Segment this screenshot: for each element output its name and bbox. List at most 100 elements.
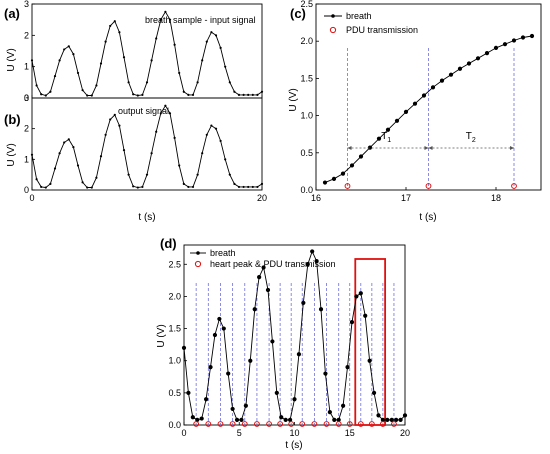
chart-d-point (367, 358, 372, 363)
chart-a-point (224, 65, 227, 68)
chart-a-point (53, 74, 57, 78)
chart-d-point (181, 345, 187, 350)
chart-d-ytick-label: 0.0 (168, 420, 181, 430)
chart-d-point (402, 413, 408, 418)
chart-b-point (168, 112, 172, 115)
chart-a-point (40, 93, 43, 96)
chart-d-point (190, 415, 195, 420)
chart-a-point (242, 93, 245, 96)
chart-d-event-marker (193, 421, 200, 427)
chart-d-ytick-label: 2.5 (168, 259, 181, 269)
chart-c-point (376, 136, 382, 141)
chart-b-point (136, 186, 139, 189)
chart-c-point (484, 51, 490, 56)
chart-d-xtick-label: 5 (237, 428, 242, 438)
chart-d-point (217, 316, 222, 322)
chart-d-point (336, 417, 341, 422)
chart-a-point (251, 93, 254, 96)
chart-d-event-marker (288, 421, 295, 427)
chart-a-point (237, 93, 241, 96)
chart-d-point (314, 258, 319, 264)
chart-b-point (228, 173, 231, 176)
chart-d-event-marker (323, 421, 330, 427)
chart-a-point (178, 71, 181, 75)
chart-a-point (247, 93, 250, 96)
chart-d-event-marker (241, 421, 248, 427)
chart-b-point (159, 112, 162, 115)
chart-b-point (237, 185, 241, 189)
chart-b-xtick-label: 20 (257, 193, 267, 203)
chart-d-ylabel: U (V) (156, 324, 167, 347)
chart-b-point (104, 133, 107, 136)
chart-b-point (173, 136, 176, 139)
chart-a-point (260, 90, 264, 93)
panel-label-d: (d) (160, 236, 177, 251)
chart-c-point (448, 72, 454, 77)
chart-c-point (493, 45, 499, 50)
chart-d-point (257, 275, 262, 280)
chart-c-annotation-1: T1 (381, 131, 391, 144)
chart-c-event-marker (425, 183, 432, 189)
chart-c-ylabel: U (V) (288, 88, 299, 111)
chart-a-point (113, 20, 116, 23)
chart-d-point (274, 390, 279, 395)
chart-a-point (182, 90, 185, 93)
chart-d-highlight-box (354, 258, 387, 426)
chart-b-legend: output signal (118, 106, 169, 116)
chart-a-point (228, 81, 231, 84)
chart-c-point (340, 171, 346, 176)
chart-c-arrowhead (510, 146, 514, 150)
chart-c-ytick-label: 2.0 (300, 36, 313, 46)
panel-label-c: (c) (290, 6, 306, 21)
chart-d-point (243, 403, 248, 408)
chart-b-point (145, 173, 149, 176)
chart-b-point (155, 130, 158, 133)
chart-b-point (44, 186, 47, 189)
chart-b-point (122, 149, 126, 152)
chart-c-xlabel: t (s) (419, 212, 436, 223)
chart-d-ytick-label: 2.0 (168, 291, 181, 301)
chart-b-xlabel: t (s) (138, 212, 155, 223)
chart-d-legend-heart-pdu: heart peak & PDU transmission (210, 259, 336, 269)
chart-a-point (256, 93, 259, 96)
chart-b-ylabel: U (V) (6, 143, 17, 166)
chart-d-point (371, 390, 377, 395)
chart-b-point (49, 182, 52, 185)
chart-d-point (270, 339, 275, 344)
chart-b-point (201, 152, 204, 155)
chart-d-point (261, 265, 266, 270)
chart-d-event-marker (380, 421, 386, 427)
chart-b-point (205, 133, 208, 136)
chart-a-point (214, 34, 218, 37)
chart-b-ytick-label: 3 (24, 93, 29, 103)
chart-d-point (221, 326, 226, 331)
chart-a-point (141, 93, 144, 96)
chart-a-point (90, 94, 93, 97)
chart-d-point (318, 307, 324, 312)
chart-b-point (30, 153, 34, 156)
chart-a-ytick-label: 0 (24, 93, 29, 103)
chart-b-point (53, 167, 57, 170)
chart-a-point (132, 93, 135, 96)
chart-d-point (292, 397, 297, 402)
chart-a-point (99, 62, 103, 65)
chart-b-point (196, 173, 199, 176)
chart-d-point (376, 413, 381, 418)
chart-b-point (219, 139, 222, 143)
chart-c-point (457, 66, 463, 71)
chart-a-point (49, 90, 52, 93)
chart-b-point (113, 113, 116, 116)
chart-b-xtick-label: 0 (29, 193, 34, 203)
chart-c-point (358, 154, 364, 159)
panel-label-a: (a) (4, 6, 20, 21)
chart-a-point (173, 43, 176, 46)
chart-d-point (296, 352, 302, 357)
chart-c-legend-pdu: PDU transmission (346, 25, 418, 35)
chart-d-point (358, 291, 363, 296)
chart-a-point (86, 94, 89, 97)
chart-d-point (283, 417, 288, 422)
chart-a-legend: breath sample - input signal (145, 15, 256, 25)
chart-d-point (341, 403, 346, 408)
chart-b-point (81, 181, 84, 184)
chart-a-point (168, 18, 172, 21)
